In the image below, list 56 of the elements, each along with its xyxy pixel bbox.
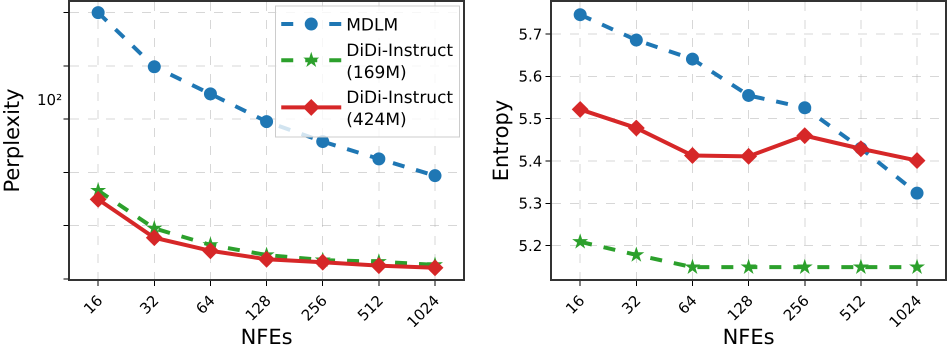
point — [742, 88, 756, 102]
y-tick-label: 5.6 — [518, 68, 542, 86]
text: 10² — [37, 91, 62, 109]
point — [740, 148, 758, 165]
y-tick-label: 5.3 — [518, 194, 542, 213]
y-axis-title: Entropy — [489, 100, 514, 182]
point — [740, 258, 757, 274]
y-axis-title: Perplexity — [0, 88, 24, 193]
point — [426, 259, 444, 276]
point — [796, 258, 813, 274]
point — [90, 190, 107, 208]
point — [796, 127, 814, 144]
point — [684, 258, 700, 274]
point — [574, 8, 587, 22]
y-tick-label: 5.4 — [518, 152, 542, 170]
point — [572, 100, 589, 118]
x-tick-label: 16 — [80, 292, 106, 318]
x-tick-label: 16 — [562, 292, 588, 318]
point — [572, 233, 588, 249]
x-axis-title: NFEs — [240, 325, 293, 349]
legend-label: DiDi-Instruct (169M) — [346, 40, 454, 83]
point — [630, 34, 643, 47]
point — [910, 186, 924, 200]
x-axis-title: NFEs — [722, 325, 775, 349]
x-tick-label: 32 — [136, 292, 162, 318]
legend-label: DiDi-Instruct (424M) — [346, 88, 454, 130]
x-tick-label: 512 — [354, 292, 387, 325]
point — [686, 52, 699, 66]
point — [92, 6, 105, 20]
x-tick-label: 32 — [618, 292, 644, 318]
point — [909, 258, 926, 274]
point — [258, 250, 276, 268]
x-tick-label: 128 — [724, 292, 757, 325]
point — [908, 152, 926, 170]
point — [370, 257, 388, 274]
point — [146, 229, 163, 246]
y-tick-label: 5.7 — [518, 25, 542, 44]
point — [852, 140, 870, 158]
point — [202, 242, 219, 260]
point — [148, 60, 161, 74]
point — [314, 254, 332, 271]
x-tick-label: 64 — [192, 292, 219, 318]
point — [628, 120, 645, 136]
y-tick-label: 5.2 — [518, 236, 542, 255]
point — [852, 258, 869, 274]
point — [260, 115, 274, 128]
point — [684, 147, 701, 164]
legend-label: MDLM — [346, 16, 398, 36]
x-tick-label: 128 — [242, 292, 275, 325]
point — [204, 87, 217, 100]
y-tick-label: 5.5 — [518, 110, 542, 128]
x-tick-label: 512 — [836, 292, 870, 325]
point — [372, 152, 386, 166]
point — [428, 169, 442, 182]
point — [798, 101, 812, 114]
x-tick-label: 64 — [674, 292, 701, 318]
